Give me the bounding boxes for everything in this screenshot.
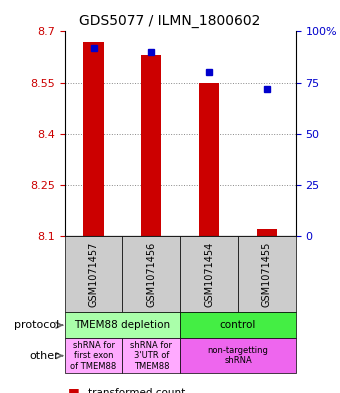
Text: control: control bbox=[220, 320, 256, 330]
Text: GSM1071456: GSM1071456 bbox=[146, 241, 156, 307]
Text: GDS5077 / ILMN_1800602: GDS5077 / ILMN_1800602 bbox=[79, 14, 261, 28]
Text: shRNA for
first exon
of TMEM88: shRNA for first exon of TMEM88 bbox=[70, 341, 117, 371]
Text: GSM1071455: GSM1071455 bbox=[262, 241, 272, 307]
Text: other: other bbox=[30, 351, 60, 361]
Bar bbox=[141, 55, 162, 236]
Text: GSM1071457: GSM1071457 bbox=[88, 241, 99, 307]
Bar bbox=[257, 229, 277, 236]
Text: GSM1071454: GSM1071454 bbox=[204, 241, 214, 307]
Text: TMEM88 depletion: TMEM88 depletion bbox=[74, 320, 170, 330]
Text: ■: ■ bbox=[68, 386, 80, 393]
Text: shRNA for
3'UTR of
TMEM88: shRNA for 3'UTR of TMEM88 bbox=[130, 341, 172, 371]
Text: protocol: protocol bbox=[14, 320, 59, 330]
Text: non-targetting
shRNA: non-targetting shRNA bbox=[207, 346, 269, 365]
Bar bbox=[199, 83, 219, 236]
Bar bbox=[83, 42, 104, 236]
Text: transformed count: transformed count bbox=[88, 388, 186, 393]
